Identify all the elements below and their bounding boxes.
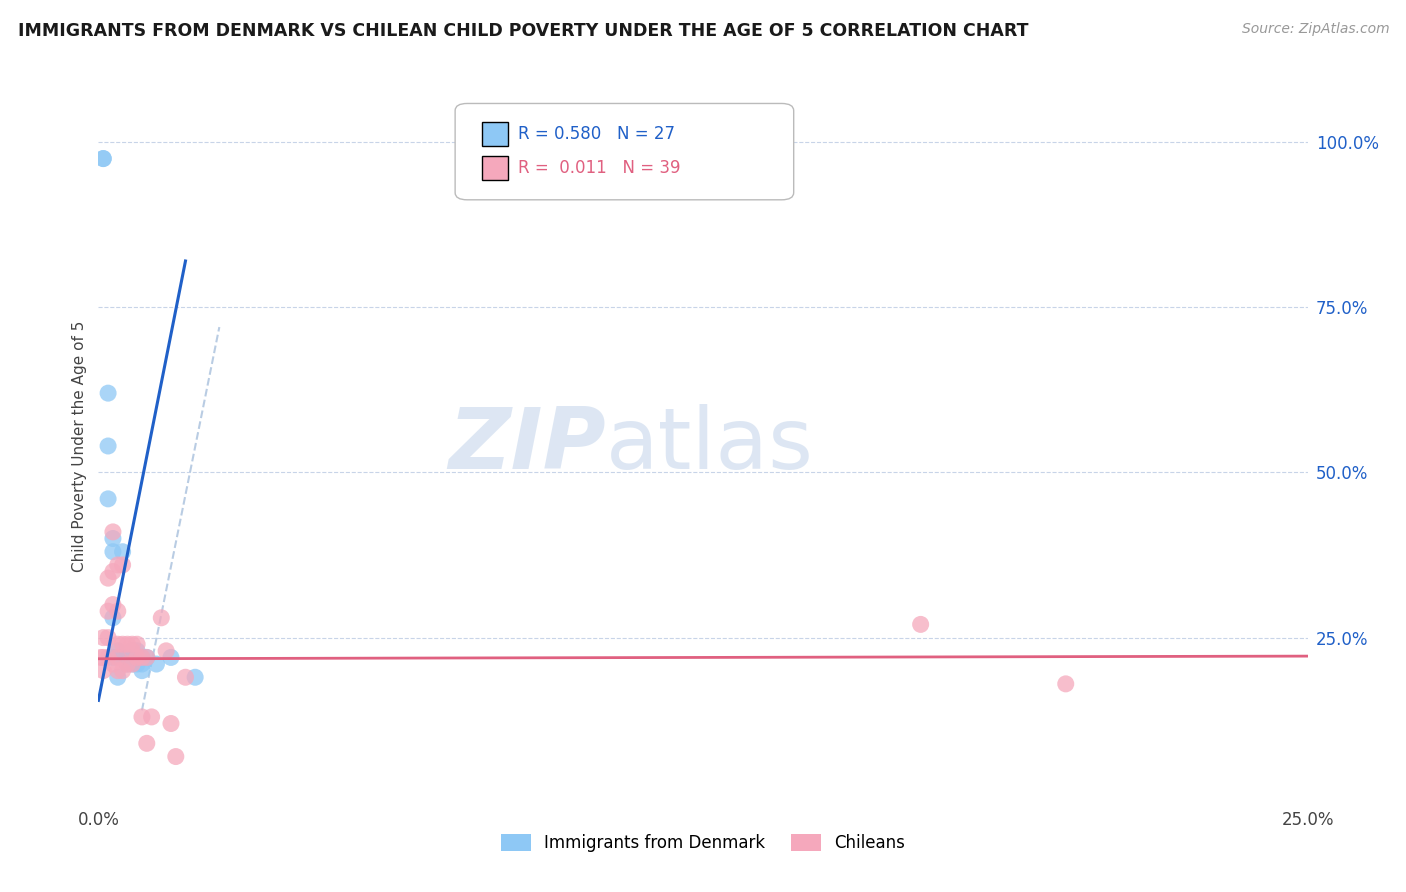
Point — [135, 650, 157, 665]
Point — [1054, 677, 1077, 691]
Point — [101, 524, 124, 539]
Legend: Immigrants from Denmark, Chileans: Immigrants from Denmark, Chileans — [495, 827, 911, 859]
Point — [107, 637, 129, 651]
Point — [160, 650, 183, 665]
Point — [90, 650, 112, 665]
Point — [107, 650, 129, 665]
Point — [101, 565, 124, 579]
Point — [160, 716, 183, 731]
Point — [111, 545, 134, 559]
Point — [131, 657, 153, 671]
Point — [121, 637, 143, 651]
Point — [111, 650, 134, 665]
Y-axis label: Child Poverty Under the Age of 5: Child Poverty Under the Age of 5 — [72, 320, 87, 572]
Text: R =  0.011   N = 39: R = 0.011 N = 39 — [517, 160, 681, 178]
Point — [121, 644, 143, 658]
Text: Source: ZipAtlas.com: Source: ZipAtlas.com — [1241, 22, 1389, 37]
Point — [174, 670, 197, 684]
Text: R = 0.580   N = 27: R = 0.580 N = 27 — [517, 125, 675, 143]
FancyBboxPatch shape — [456, 103, 793, 200]
Point — [131, 710, 153, 724]
FancyBboxPatch shape — [482, 156, 509, 180]
Point — [97, 604, 120, 618]
Point — [165, 749, 187, 764]
Point — [131, 664, 153, 678]
Point — [97, 650, 120, 665]
Point — [117, 657, 139, 671]
Point — [127, 657, 149, 671]
Point — [127, 650, 149, 665]
Point — [117, 650, 139, 665]
Point — [184, 670, 207, 684]
Point — [117, 657, 139, 671]
Point — [101, 532, 124, 546]
Point — [135, 736, 157, 750]
FancyBboxPatch shape — [482, 122, 509, 145]
Point — [111, 664, 134, 678]
Point — [101, 611, 124, 625]
Point — [910, 617, 932, 632]
Point — [107, 558, 129, 572]
Point — [117, 650, 139, 665]
Point — [155, 644, 177, 658]
Point — [91, 152, 114, 166]
Point — [107, 670, 129, 684]
Point — [101, 650, 124, 665]
Point — [101, 545, 124, 559]
Point — [97, 439, 120, 453]
Point — [97, 491, 120, 506]
Point — [107, 664, 129, 678]
Point — [131, 650, 153, 665]
Point — [117, 637, 139, 651]
Point — [91, 650, 114, 665]
Text: atlas: atlas — [606, 404, 814, 488]
Point — [111, 558, 134, 572]
Point — [145, 657, 167, 671]
Point — [111, 637, 134, 651]
Point — [101, 598, 124, 612]
Text: ZIP: ZIP — [449, 404, 606, 488]
Point — [150, 611, 173, 625]
Point — [127, 644, 149, 658]
Point — [107, 604, 129, 618]
Point — [101, 657, 124, 671]
Point — [97, 571, 120, 585]
Point — [127, 637, 149, 651]
Point — [135, 650, 157, 665]
Point — [91, 152, 114, 166]
Point — [121, 644, 143, 658]
Point — [91, 631, 114, 645]
Point — [97, 386, 120, 401]
Point — [131, 650, 153, 665]
Point — [107, 644, 129, 658]
Point — [91, 664, 114, 678]
Point — [97, 631, 120, 645]
Point — [121, 657, 143, 671]
Text: IMMIGRANTS FROM DENMARK VS CHILEAN CHILD POVERTY UNDER THE AGE OF 5 CORRELATION : IMMIGRANTS FROM DENMARK VS CHILEAN CHILD… — [18, 22, 1029, 40]
Point — [141, 710, 163, 724]
Point — [121, 657, 143, 671]
